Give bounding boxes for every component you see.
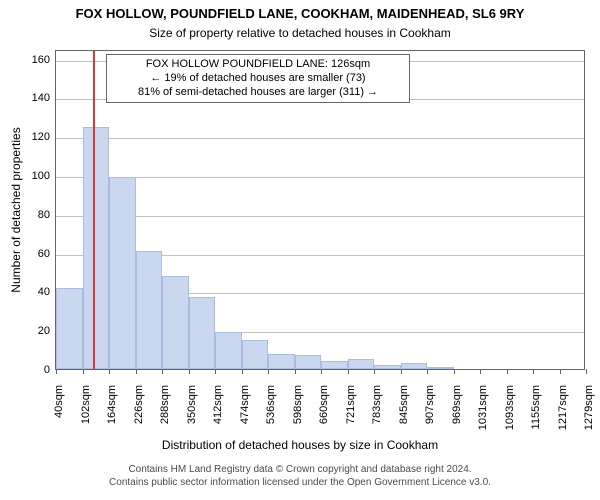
x-tick-label: 783sqm	[371, 385, 383, 424]
y-tick-label: 40	[20, 286, 50, 298]
y-tick-label: 160	[20, 54, 50, 66]
x-tick	[480, 369, 481, 374]
histogram-bar	[401, 363, 428, 369]
histogram-bar	[162, 276, 189, 369]
x-tick	[321, 369, 322, 374]
x-tick	[374, 369, 375, 374]
x-tick-label: 288sqm	[159, 385, 171, 424]
histogram-bar	[374, 365, 401, 369]
histogram-bar	[427, 367, 454, 369]
y-tick-label: 120	[20, 131, 50, 143]
x-tick-label: 412sqm	[212, 385, 224, 424]
histogram-bar	[348, 359, 375, 369]
x-tick	[295, 369, 296, 374]
y-tick-label: 80	[20, 209, 50, 221]
x-tick	[215, 369, 216, 374]
y-axis-label: Number of detached properties	[9, 127, 23, 292]
x-tick	[507, 369, 508, 374]
x-tick	[83, 369, 84, 374]
x-tick	[189, 369, 190, 374]
x-tick-label: 907sqm	[424, 385, 436, 424]
x-tick	[560, 369, 561, 374]
footer-line-1: Contains HM Land Registry data © Crown c…	[0, 464, 600, 477]
chart-title-main: FOX HOLLOW, POUNDFIELD LANE, COOKHAM, MA…	[0, 6, 600, 21]
y-tick-label: 60	[20, 248, 50, 260]
y-tick-label: 140	[20, 92, 50, 104]
histogram-bar	[189, 297, 216, 369]
y-tick-label: 0	[20, 364, 50, 376]
x-tick-label: 721sqm	[345, 385, 357, 424]
x-tick-label: 474sqm	[239, 385, 251, 424]
histogram-bar	[268, 354, 295, 370]
histogram-bar	[215, 332, 242, 369]
x-tick-label: 536sqm	[265, 385, 277, 424]
x-axis-label: Distribution of detached houses by size …	[0, 438, 600, 452]
x-tick-label: 660sqm	[318, 385, 330, 424]
histogram-bar	[56, 288, 83, 369]
info-line-2: ← 19% of detached houses are smaller (73…	[113, 72, 403, 86]
x-tick	[136, 369, 137, 374]
property-size-chart: FOX HOLLOW, POUNDFIELD LANE, COOKHAM, MA…	[0, 0, 600, 500]
x-tick	[348, 369, 349, 374]
x-tick-label: 1217sqm	[557, 385, 569, 430]
footer-attribution: Contains HM Land Registry data © Crown c…	[0, 464, 600, 489]
histogram-bar	[242, 340, 269, 369]
x-tick	[401, 369, 402, 374]
x-tick	[109, 369, 110, 374]
histogram-bar	[295, 355, 322, 369]
histogram-bar	[83, 127, 110, 369]
highlight-marker-line	[93, 51, 95, 369]
x-tick	[56, 369, 57, 374]
x-tick-label: 598sqm	[292, 385, 304, 424]
x-tick	[427, 369, 428, 374]
y-tick-label: 100	[20, 170, 50, 182]
x-tick-label: 1093sqm	[504, 385, 516, 430]
plot-area: FOX HOLLOW POUNDFIELD LANE: 126sqm ← 19%…	[55, 50, 585, 370]
histogram-bar	[136, 251, 163, 369]
gridline	[56, 138, 584, 139]
x-tick-label: 350sqm	[186, 385, 198, 424]
info-line-3: 81% of semi-detached houses are larger (…	[113, 86, 403, 100]
x-tick	[454, 369, 455, 374]
histogram-bar	[321, 361, 348, 369]
property-info-box: FOX HOLLOW POUNDFIELD LANE: 126sqm ← 19%…	[106, 54, 410, 103]
x-tick	[242, 369, 243, 374]
x-tick-label: 1279sqm	[583, 385, 595, 430]
x-tick-label: 226sqm	[133, 385, 145, 424]
x-tick	[533, 369, 534, 374]
x-tick	[586, 369, 587, 374]
x-tick	[162, 369, 163, 374]
x-tick-label: 40sqm	[53, 385, 65, 418]
x-tick-label: 1031sqm	[477, 385, 489, 430]
x-tick-label: 164sqm	[106, 385, 118, 424]
chart-title-sub: Size of property relative to detached ho…	[0, 26, 600, 40]
x-tick-label: 845sqm	[398, 385, 410, 424]
footer-line-2: Contains public sector information licen…	[0, 477, 600, 490]
histogram-bar	[109, 177, 136, 369]
y-tick-label: 20	[20, 325, 50, 337]
info-line-1: FOX HOLLOW POUNDFIELD LANE: 126sqm	[113, 58, 403, 72]
x-tick-label: 102sqm	[80, 385, 92, 424]
x-tick-label: 1155sqm	[530, 385, 542, 429]
x-tick	[268, 369, 269, 374]
x-tick-label: 969sqm	[451, 385, 463, 424]
